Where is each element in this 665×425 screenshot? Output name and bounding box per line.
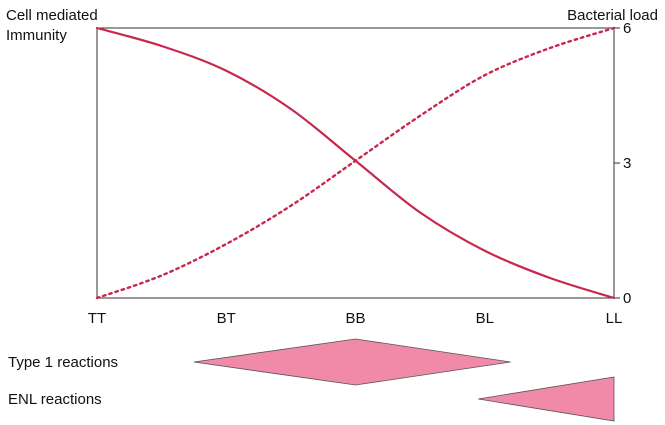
x-tick-label-bl: BL xyxy=(476,310,494,327)
right-tick-label-0: 0 xyxy=(623,290,631,307)
right-axis-title: Bacterial load xyxy=(567,7,658,24)
x-tick-label-ll: LL xyxy=(606,310,623,327)
reaction-shape-type1 xyxy=(193,338,511,386)
reaction-shape-enl xyxy=(478,376,615,422)
right-tick-label-2: 6 xyxy=(623,20,631,37)
series-line-bacterial-load xyxy=(95,26,616,300)
right-axis-ticks: 0 3 6 xyxy=(614,20,631,307)
reaction-label-type1: Type 1 reactions xyxy=(8,354,118,371)
plot-frame xyxy=(96,27,615,299)
reaction-label-enl: ENL reactions xyxy=(8,391,102,408)
x-tick-label-bt: BT xyxy=(217,310,236,327)
x-tick-label-bb: BB xyxy=(345,310,365,327)
left-axis-title-line-2: Immunity xyxy=(6,27,67,44)
series-layer xyxy=(95,26,616,300)
left-axis-title-line-1: Cell mediated xyxy=(6,7,98,24)
reaction-layer: Type 1 reactions ENL reactions xyxy=(8,338,615,422)
x-tick-label-tt: TT xyxy=(88,310,106,327)
series-line-cell-mediated-immunity xyxy=(95,26,616,300)
x-axis-ticks: TT BT BB BL LL xyxy=(88,310,623,327)
right-tick-label-1: 3 xyxy=(623,155,631,172)
